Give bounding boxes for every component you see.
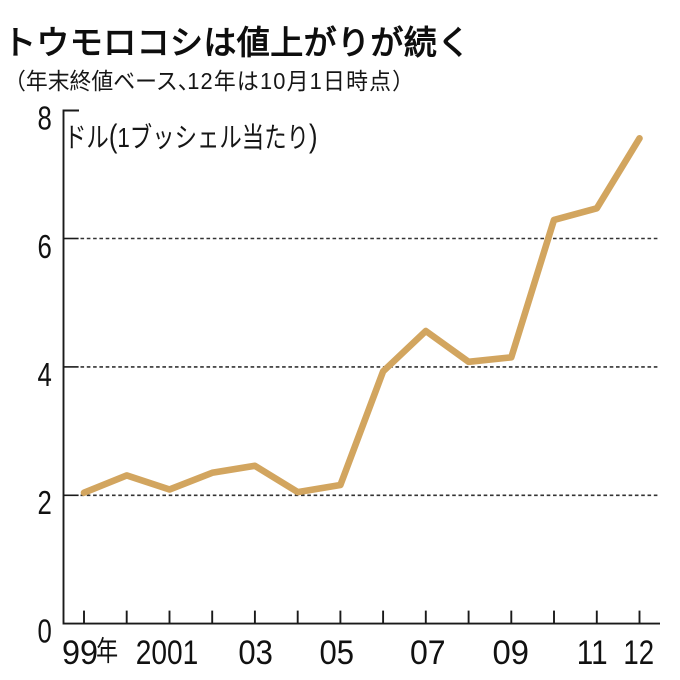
svg-text:12: 12 [623,633,654,672]
svg-text:09: 09 [492,634,528,672]
svg-text:0: 0 [38,613,52,650]
svg-text:2: 2 [38,485,52,522]
svg-text:8: 8 [38,100,52,137]
svg-text:11: 11 [577,633,608,672]
svg-text:99: 99 [62,634,98,672]
svg-text:4: 4 [38,357,52,394]
svg-text:05: 05 [320,632,355,671]
svg-text:03: 03 [238,632,273,671]
svg-text:6: 6 [38,229,52,266]
svg-text:年: 年 [96,636,118,667]
svg-text:07: 07 [410,634,446,672]
svg-text:2001: 2001 [136,633,199,671]
